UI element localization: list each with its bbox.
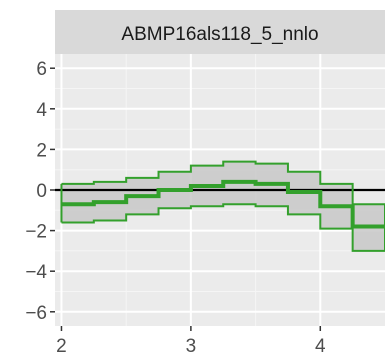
step-series [60,160,385,252]
y-tick-label: −4 [25,262,47,283]
uncertainty-band [61,161,385,251]
lower-bound-line [61,203,385,252]
y-tick-label: 2 [36,140,47,161]
y-tick-label: −2 [25,222,47,243]
y-tick-label: 0 [36,181,47,202]
facet-title: ABMP16als118_5_nnlo [121,24,318,45]
x-tick-label: 2 [56,336,67,357]
strip-background [55,10,385,54]
band-fill [61,161,385,251]
y-tick-label: −6 [25,303,47,324]
x-tick-label: 3 [186,336,197,357]
y-tick-label: 6 [36,59,47,80]
central-value-line [61,179,385,229]
axes: −6 −4 −2 0 2 4 6 2 3 4 [25,59,326,357]
x-tick-label: 4 [315,336,326,357]
upper-bound-line [61,160,385,206]
y-tick-label: 4 [36,100,47,121]
